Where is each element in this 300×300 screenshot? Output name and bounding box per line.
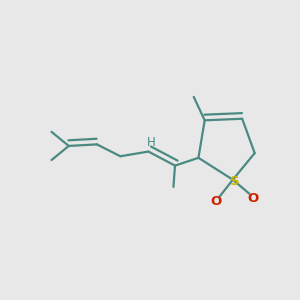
Text: O: O bbox=[248, 192, 259, 205]
Text: O: O bbox=[210, 195, 221, 208]
Text: S: S bbox=[230, 175, 239, 188]
Text: H: H bbox=[147, 136, 155, 149]
